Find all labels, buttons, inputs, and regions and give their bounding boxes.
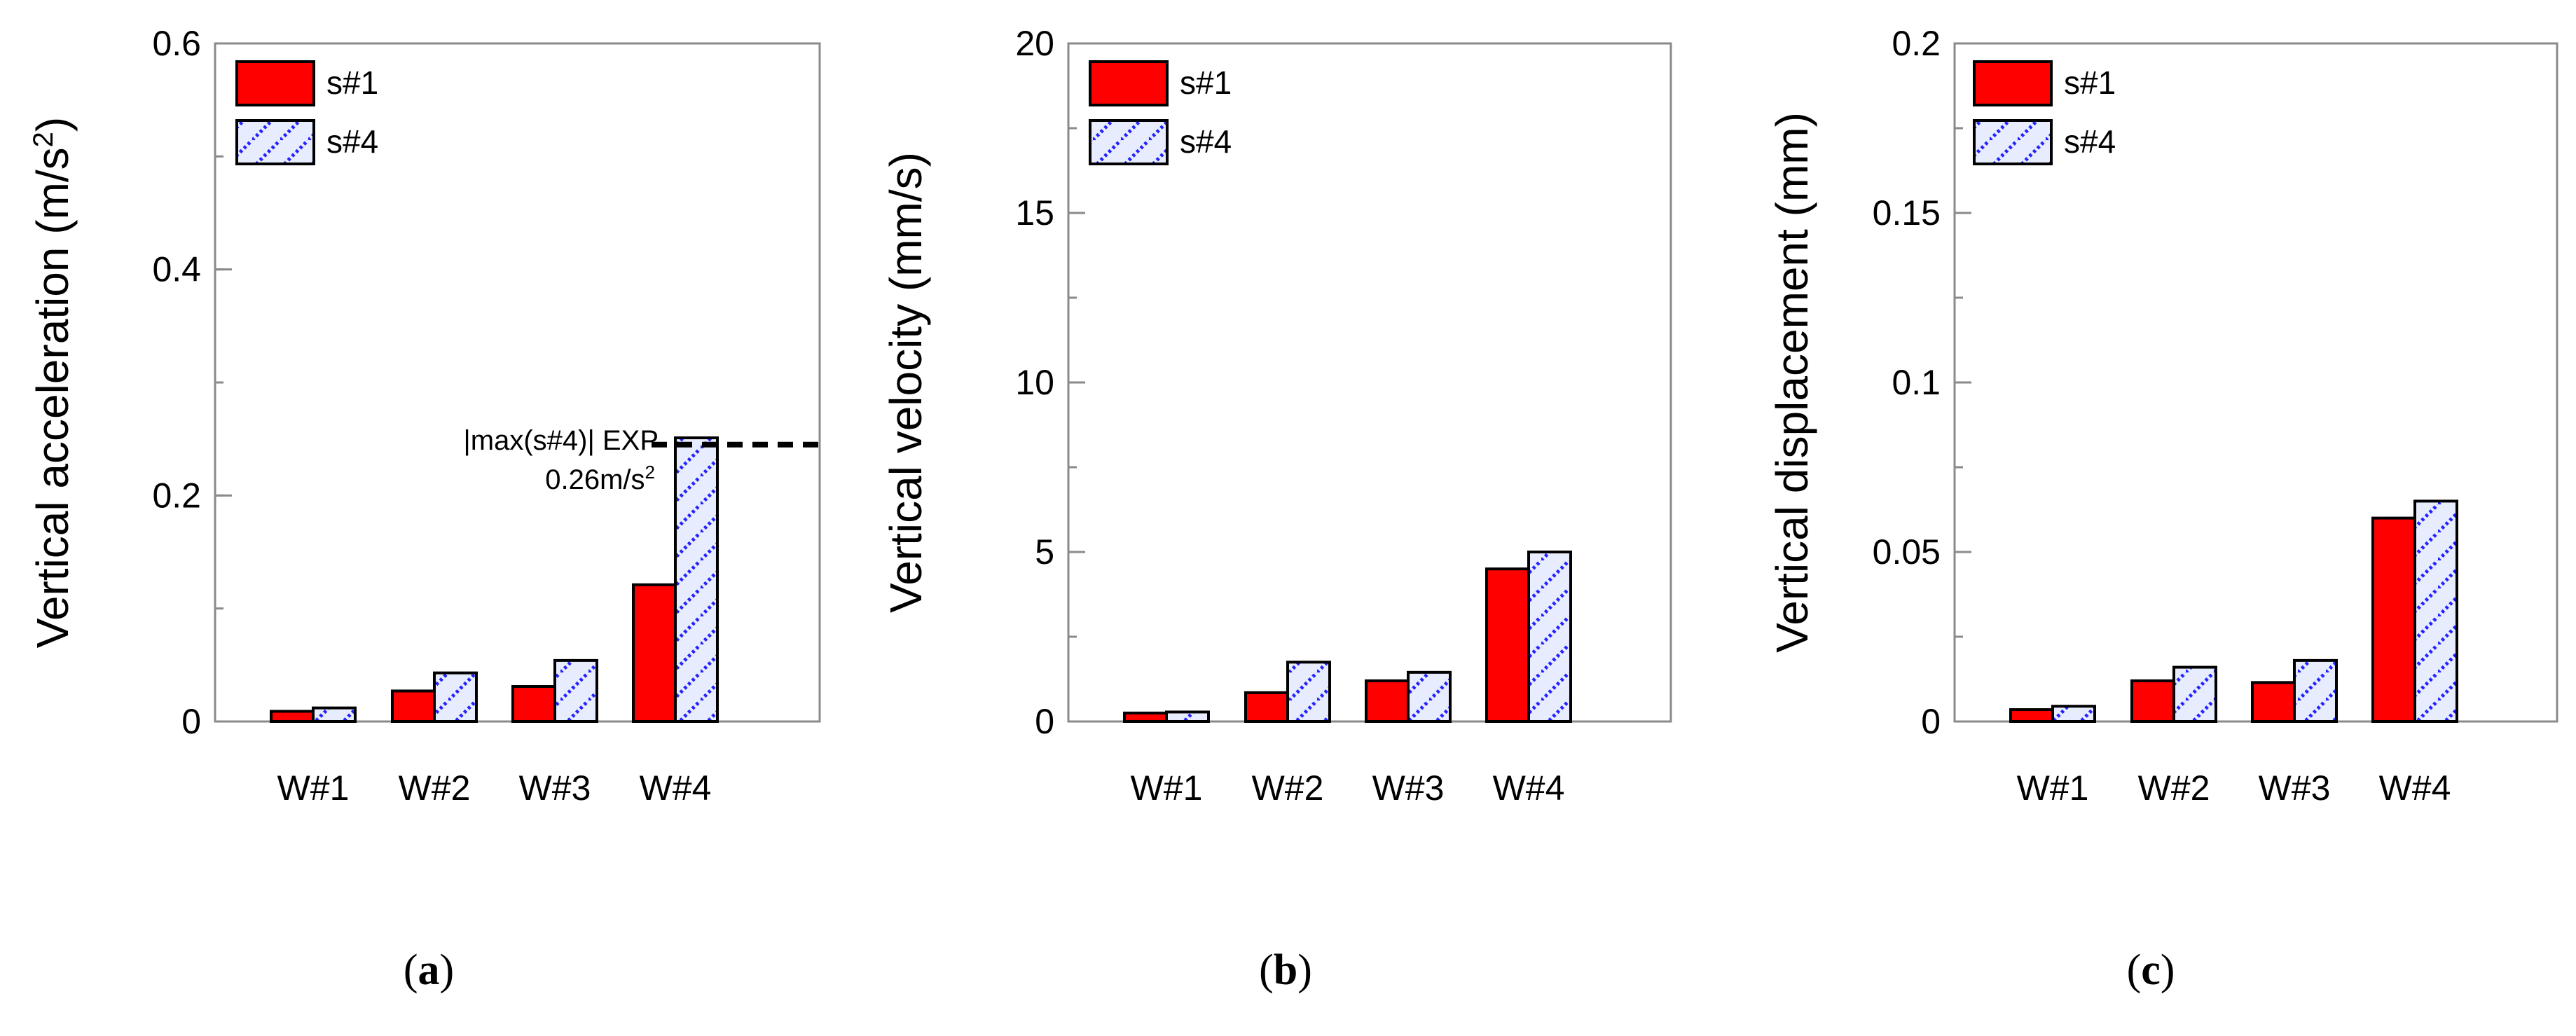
x-category-label: W#3 (2259, 768, 2331, 808)
y-tick-label: 0 (181, 702, 201, 741)
panel-label-close: ) (2161, 946, 2175, 994)
bar-s4-w1 (312, 706, 357, 724)
legend-label-s4: s#4 (326, 123, 378, 160)
y-tick-label: 15 (1015, 193, 1054, 233)
annotation-line2-sup: 2 (645, 462, 655, 483)
legend: s#1 s#4 (235, 60, 378, 165)
bar-s1-w4 (2371, 516, 2416, 723)
bar-s1-w4 (632, 583, 677, 724)
legend: s#1 s#4 (1089, 60, 1232, 165)
y-axis-title-end: ) (27, 117, 78, 132)
y-tick-label: 0 (1035, 702, 1054, 741)
bar-s1-w1 (2009, 708, 2054, 723)
bar-s1-w3 (2251, 681, 2296, 724)
bar-s4-w3 (553, 658, 598, 724)
bar-s4-w3 (2293, 658, 2338, 724)
x-category-label: W#1 (1131, 768, 1203, 808)
legend-swatch-s1 (235, 60, 315, 106)
panel-label-letter: b (1274, 946, 1297, 994)
y-tick-label: 0.1 (1892, 363, 1941, 402)
bar-s4-w4 (2413, 499, 2458, 724)
panel-label-b: (b) (1259, 946, 1312, 994)
legend-swatch-s1 (1973, 60, 2053, 106)
y-tick-label: 0 (1921, 702, 1941, 741)
bar-s4-w2 (1286, 661, 1331, 723)
bar-s1-w3 (511, 684, 556, 724)
y-tick-label: 0.2 (1892, 24, 1941, 63)
legend-label-s1: s#1 (1180, 64, 1232, 101)
panel-label-open: ( (1259, 946, 1274, 994)
bar-s1-w3 (1365, 679, 1410, 723)
legend-label-s4: s#4 (2064, 123, 2116, 160)
annotation-line2-text: 0.26m/s (545, 464, 645, 495)
y-tick-label: 0.05 (1873, 532, 1941, 572)
bar-s4-w2 (2172, 665, 2217, 723)
x-category-label: W#3 (519, 768, 591, 808)
x-category-label: W#3 (1372, 768, 1445, 808)
legend-swatch-s1 (1089, 60, 1169, 106)
bar-s1-w2 (2130, 679, 2175, 723)
bar-s4-w2 (433, 671, 478, 723)
panel-label-close: ) (440, 946, 455, 994)
panel-label-open: ( (2127, 946, 2142, 994)
bar-s1-w2 (1244, 691, 1289, 723)
bar-s1-w4 (1485, 567, 1530, 724)
x-category-label: W#1 (277, 768, 350, 808)
x-category-label: W#2 (2138, 768, 2210, 808)
bar-s4-w1 (2051, 705, 2096, 723)
legend-label-s1: s#1 (2064, 64, 2116, 101)
panel-label-open: ( (404, 946, 418, 994)
y-axis-title: Vertical velocity (mm/s) (881, 152, 931, 613)
bar-s1-w1 (270, 710, 315, 723)
y-tick-label: 0.6 (152, 24, 201, 63)
legend-swatch-s4 (1973, 119, 2053, 165)
chart-panel-b: 0 5 10 15 20 Vertical velocity (mm/s) W#1 W#2 W#… (881, 24, 1672, 994)
annotation-line1: |max(s#4)| EXP (463, 425, 659, 456)
legend-label-s4: s#4 (1180, 123, 1232, 160)
legend-swatch-s4 (235, 119, 315, 165)
y-tick-label: 0.2 (152, 476, 201, 515)
y-axis-title-sup: 2 (28, 132, 59, 147)
y-axis-title: Vertical displacement (mm) (1767, 112, 1817, 653)
x-category-label: W#4 (1493, 768, 1565, 808)
bar-s1-w2 (391, 689, 436, 724)
chart-panel-c: 0 0.05 0.1 0.15 0.2 Vertical displacement (mm… (1767, 24, 2558, 994)
bar-s4-w3 (1407, 670, 1452, 724)
legend-label-s1: s#1 (326, 64, 378, 101)
legend-swatch-s4 (1089, 119, 1169, 165)
legend: s#1 s#4 (1973, 60, 2116, 165)
x-category-label: W#1 (2017, 768, 2089, 808)
y-tick-label: 20 (1015, 24, 1054, 63)
panel-label-letter: c (2141, 946, 2161, 994)
panel-label-a: (a) (404, 946, 454, 994)
x-category-label: W#4 (640, 768, 712, 808)
y-tick-label: 0.4 (152, 250, 201, 289)
y-axis-title-text: Vertical acceleration (m/s (27, 147, 78, 648)
annotation-line2: 0.26m/s2 (545, 462, 655, 495)
panel-label-c: (c) (2127, 946, 2175, 994)
bar-s1-w1 (1123, 711, 1168, 724)
bar-s4-w1 (1165, 710, 1210, 723)
panel-label-letter: a (418, 946, 440, 994)
y-tick-label: 10 (1015, 363, 1054, 402)
y-axis-title-text: Vertical velocity (mm/s) (881, 152, 931, 613)
x-category-label: W#4 (2379, 768, 2451, 808)
bar-s4-w4 (674, 436, 719, 723)
y-axis-title-text: Vertical displacement (mm) (1767, 112, 1817, 653)
bar-s4-w4 (1527, 551, 1572, 723)
y-axis-title: Vertical acceleration (m/s2) (27, 117, 78, 649)
y-tick-label: 0.15 (1873, 193, 1941, 233)
panel-label-close: ) (1297, 946, 1312, 994)
x-category-label: W#2 (1252, 768, 1324, 808)
y-tick-label: 5 (1035, 532, 1054, 572)
x-category-label: W#2 (399, 768, 471, 808)
